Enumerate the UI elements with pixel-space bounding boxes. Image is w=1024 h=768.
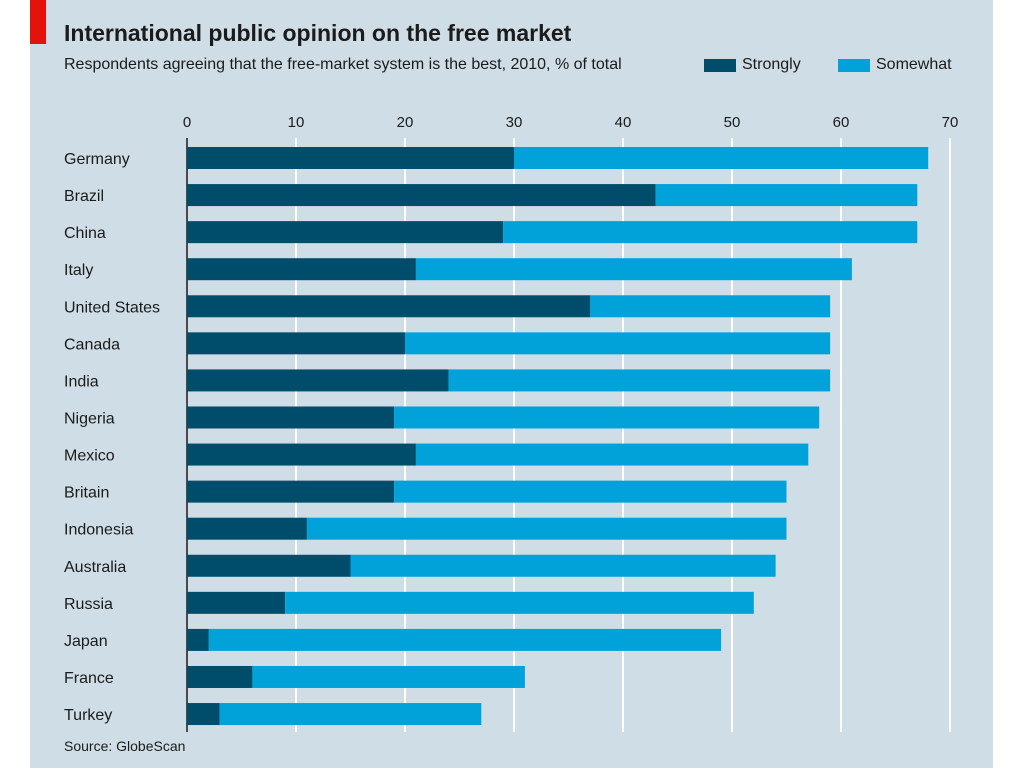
- bar-somewhat-nigeria: [394, 406, 820, 429]
- bar-strongly-canada: [187, 332, 405, 355]
- x-tick-label-30: 30: [506, 114, 523, 131]
- bar-somewhat-united-states: [590, 295, 831, 318]
- x-tick-label-10: 10: [288, 114, 305, 131]
- category-label-mexico: Mexico: [64, 448, 115, 465]
- category-label-germany: Germany: [64, 151, 130, 168]
- x-tick-label-20: 20: [397, 114, 414, 131]
- bar-somewhat-germany: [514, 147, 929, 169]
- category-label-indonesia: Indonesia: [64, 522, 133, 539]
- legend: Strongly Somewhat: [0, 56, 1024, 76]
- x-tick-label-50: 50: [724, 114, 741, 131]
- bar-somewhat-indonesia: [306, 517, 787, 540]
- category-label-nigeria: Nigeria: [64, 410, 115, 427]
- bar-strongly-italy: [187, 258, 416, 281]
- red-tag-logo: [30, 0, 46, 44]
- chart-subtitle: Respondents agreeing that the free-marke…: [64, 56, 622, 73]
- bar-strongly-russia: [187, 591, 286, 614]
- bar-somewhat-turkey: [219, 703, 482, 726]
- bar-somewhat-france: [252, 665, 525, 688]
- source-note: Source: GlobeScan: [64, 738, 186, 754]
- legend-label-somewhat: Somewhat: [876, 56, 952, 73]
- bar-strongly-united-states: [187, 295, 591, 318]
- bar-somewhat-britain: [394, 480, 787, 503]
- bar-strongly-mexico: [187, 443, 416, 466]
- category-label-india: India: [64, 373, 99, 390]
- category-label-russia: Russia: [64, 596, 113, 613]
- bar-strongly-indonesia: [187, 517, 307, 540]
- bar-strongly-turkey: [187, 703, 220, 726]
- bar-somewhat-russia: [285, 591, 754, 614]
- bar-somewhat-australia: [350, 554, 776, 577]
- legend-swatch-strongly: [704, 58, 736, 72]
- bar-somewhat-italy: [415, 258, 852, 281]
- category-label-brazil: Brazil: [64, 188, 104, 205]
- bar-somewhat-canada: [405, 332, 831, 355]
- bar-somewhat-japan: [208, 628, 722, 651]
- chart-title: International public opinion on the free…: [64, 20, 572, 46]
- bar-somewhat-brazil: [655, 184, 918, 207]
- category-label-japan: Japan: [64, 633, 108, 650]
- bar-strongly-india: [187, 369, 449, 392]
- bar-strongly-france: [187, 665, 253, 688]
- x-tick-label-40: 40: [615, 114, 632, 131]
- category-label-china: China: [64, 225, 106, 242]
- bar-strongly-britain: [187, 480, 395, 503]
- x-tick-label-70: 70: [942, 114, 959, 131]
- legend-item-somewhat: Somewhat: [838, 56, 952, 74]
- category-label-australia: Australia: [64, 559, 126, 576]
- category-label-turkey: Turkey: [64, 707, 112, 724]
- category-label-france: France: [64, 670, 114, 687]
- category-label-united-states: United States: [64, 299, 160, 316]
- category-label-italy: Italy: [64, 262, 93, 279]
- bar-strongly-germany: [187, 147, 514, 169]
- legend-label-strongly: Strongly: [742, 56, 801, 73]
- x-tick-label-0: 0: [183, 114, 191, 131]
- bar-strongly-china: [187, 221, 504, 244]
- legend-item-strongly: Strongly: [704, 56, 801, 74]
- legend-swatch-somewhat: [838, 58, 870, 72]
- bar-somewhat-china: [503, 221, 918, 244]
- bar-strongly-nigeria: [187, 406, 395, 429]
- x-tick-label-60: 60: [833, 114, 850, 131]
- category-label-britain: Britain: [64, 485, 109, 502]
- bar-strongly-japan: [187, 628, 209, 651]
- bar-strongly-brazil: [187, 184, 656, 207]
- category-label-canada: Canada: [64, 336, 120, 353]
- bar-somewhat-mexico: [415, 443, 809, 466]
- bar-strongly-australia: [187, 554, 351, 577]
- bar-somewhat-india: [448, 369, 831, 392]
